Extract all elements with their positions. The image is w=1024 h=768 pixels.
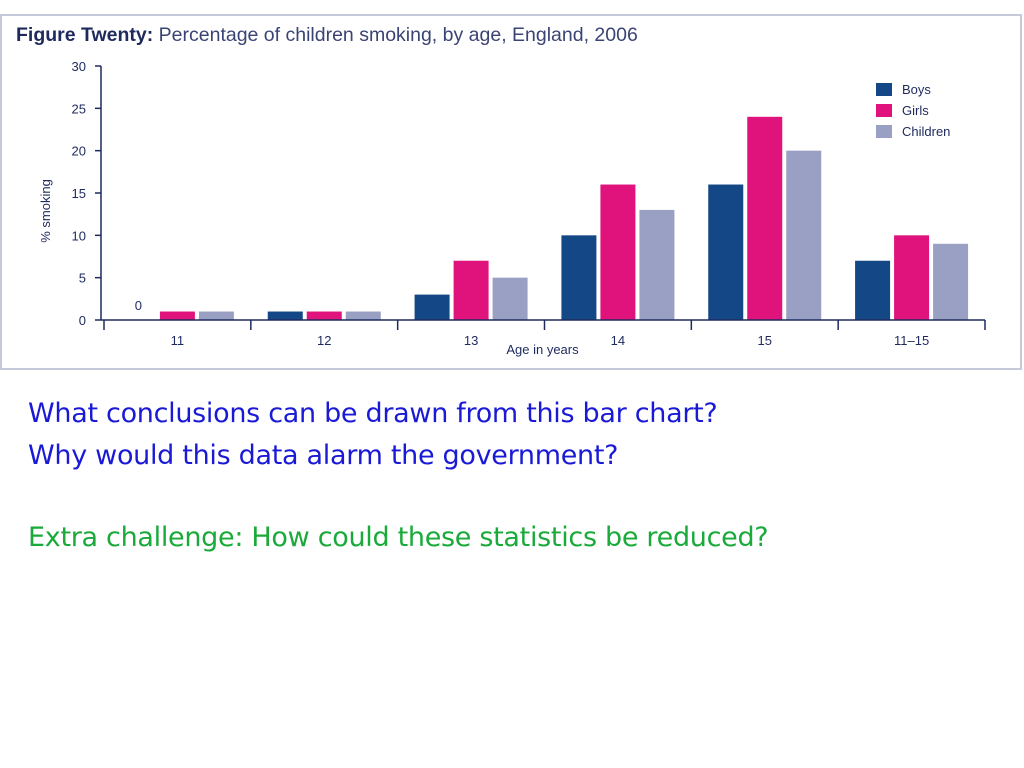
bar-children [933,243,969,320]
figure-label: Figure Twenty: [16,24,154,46]
question-conclusions: What conclusions can be drawn from this … [28,398,718,429]
x-tick-label: 12 [317,333,331,348]
legend-label-boys: Boys [902,82,931,97]
x-tick-label: 15 [758,333,772,348]
question-government: Why would this data alarm the government… [28,440,619,471]
bar-girls [600,184,636,320]
bar-girls [747,116,783,320]
x-tick-label: 13 [464,333,478,348]
bar-girls [159,311,195,320]
bar-boys [414,294,450,320]
y-tick-label: 5 [79,271,86,286]
bar-children [492,277,528,320]
bar-boys [267,311,303,320]
bar-children [198,311,234,320]
bar-girls [453,260,489,320]
y-axis-title: % smoking [38,179,53,243]
bar-children [639,209,675,320]
x-tick-label: 11 [171,333,185,348]
extra-challenge: Extra challenge: How could these statist… [28,522,769,553]
figure-title: Figure Twenty: Percentage of children sm… [16,24,638,47]
legend-label-girls: Girls [902,103,929,118]
figure-caption: Percentage of children smoking, by age, … [158,24,638,46]
bar-children [345,311,381,320]
bar-boys [561,235,597,320]
data-label: 0 [135,298,142,313]
y-tick-label: 25 [72,101,86,116]
bar-boys [708,184,744,320]
bar-chart: 0 5 10 15 20 25 30 % smoking 11 12 13 14 15 11–15 0 Age… [38,59,986,357]
y-tick-label: 20 [72,144,86,159]
x-axis-title: Age in years [506,342,579,357]
legend-swatch-boys [876,83,892,96]
legend-swatch-children [876,125,892,138]
bar-girls [306,311,342,320]
y-tick-label: 30 [72,59,86,74]
legend-label-children: Children [902,124,950,139]
bar-children [786,150,822,320]
bar-boys [855,260,891,320]
x-tick-label: 11–15 [894,333,929,348]
figure-panel: Figure Twenty: Percentage of children sm… [0,14,1022,370]
bar-girls [894,235,930,320]
y-tick-label: 10 [72,228,86,243]
x-tick-label: 14 [611,333,625,348]
y-tick-label: 0 [79,313,86,328]
y-tick-label: 15 [72,186,86,201]
legend-swatch-girls [876,104,892,117]
